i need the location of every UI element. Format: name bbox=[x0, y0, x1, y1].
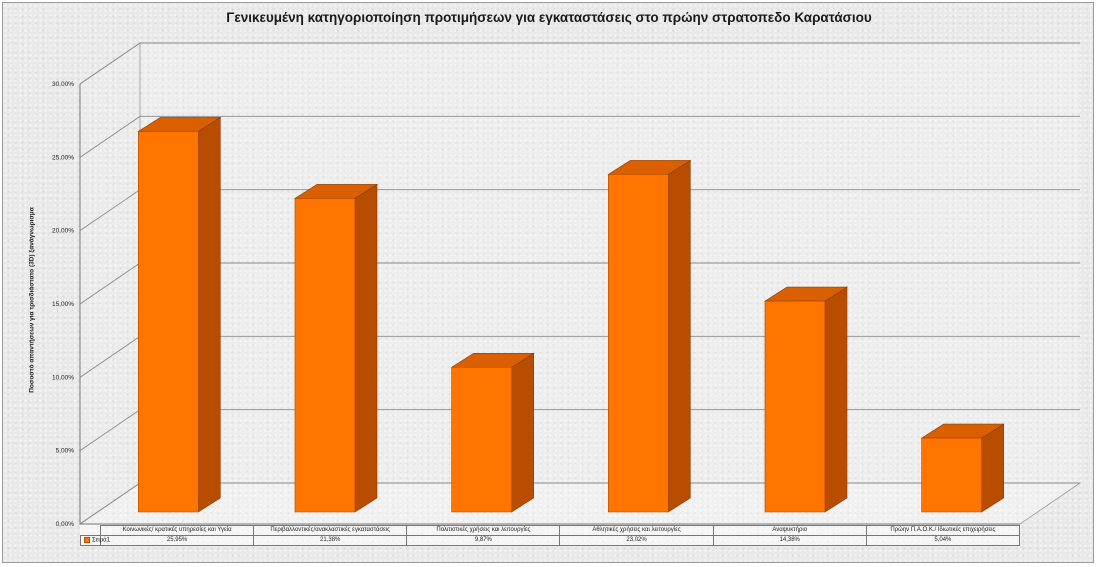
y-tick-label: 0,00% bbox=[56, 521, 75, 528]
bar-front-face bbox=[921, 437, 982, 513]
bar bbox=[450, 352, 535, 513]
y-tick-label: 15,00% bbox=[52, 301, 74, 308]
bar-front-face bbox=[764, 300, 826, 513]
data-label: 5,04% bbox=[865, 534, 1021, 547]
x-tick-label: Περιβαλλοντικές/ανακλαστικές εγκαταστάσε… bbox=[253, 525, 408, 536]
bar-front-face bbox=[451, 366, 512, 513]
gridline bbox=[79, 115, 1080, 158]
data-label: 21,38% bbox=[253, 534, 408, 547]
bar-front-face bbox=[138, 131, 199, 513]
y-tick-label: 20,00% bbox=[52, 228, 74, 235]
bar-side-face bbox=[198, 116, 221, 513]
bar bbox=[607, 159, 692, 513]
y-tick-label: 30,00% bbox=[52, 81, 74, 88]
legend-series-name: Σειρά1 bbox=[92, 537, 110, 544]
bar-side-face bbox=[511, 352, 534, 513]
x-tick-label: Κοινωνικές/ κρατικές υπηρεσίες και Υγεία bbox=[99, 525, 255, 536]
y-tick-label: 25,00% bbox=[52, 154, 74, 161]
data-label: 9,87% bbox=[406, 534, 561, 547]
y-tick-label: 10,00% bbox=[52, 374, 74, 381]
data-label: 14,38% bbox=[712, 534, 867, 547]
bar bbox=[293, 183, 379, 513]
data-table: Κοινωνικές/ κρατικές υπηρεσίες και Υγεία… bbox=[80, 525, 1021, 547]
data-label: 23,02% bbox=[559, 534, 714, 547]
bar bbox=[920, 423, 1005, 513]
data-label: 25,95% bbox=[99, 534, 255, 547]
bar bbox=[763, 286, 849, 513]
y-tick-label: 5,00% bbox=[56, 448, 75, 455]
bar-front-face bbox=[294, 198, 356, 513]
bar-side-face bbox=[354, 183, 378, 513]
bar-front-face bbox=[608, 174, 669, 513]
bar bbox=[137, 116, 222, 513]
legend-key bbox=[84, 536, 90, 543]
data-table-value-row: Σειρά1 25,95% 21,38% 9,87% 23,02% 14,38% 5,04… bbox=[80, 534, 1021, 547]
data-table-corner bbox=[80, 525, 101, 536]
x-tick-label: Αναψυκτήριο bbox=[712, 525, 867, 536]
legend-series-cell: Σειρά1 bbox=[80, 534, 110, 547]
chart-title: Γενικευμένη κατηγοριοποίηση προτιμήσεων … bbox=[226, 10, 872, 25]
data-table-category-row: Κοινωνικές/ κρατικές υπηρεσίες και Υγεία… bbox=[80, 525, 1021, 536]
x-tick-label: Αθλητικές χρήσεις και λειτουργίες bbox=[559, 525, 714, 536]
x-tick-label: Πρώην Π.Α.Ο.Κ./ Ιδιωτικές επιχειρήσεις bbox=[865, 525, 1021, 536]
x-tick-label: Πολιτιστικές χρήσεις και λειτουργίες bbox=[406, 525, 561, 536]
bar-side-face bbox=[981, 423, 1004, 513]
bar-side-face bbox=[668, 159, 691, 513]
gridline bbox=[79, 42, 1080, 85]
bar-side-face bbox=[824, 286, 848, 513]
